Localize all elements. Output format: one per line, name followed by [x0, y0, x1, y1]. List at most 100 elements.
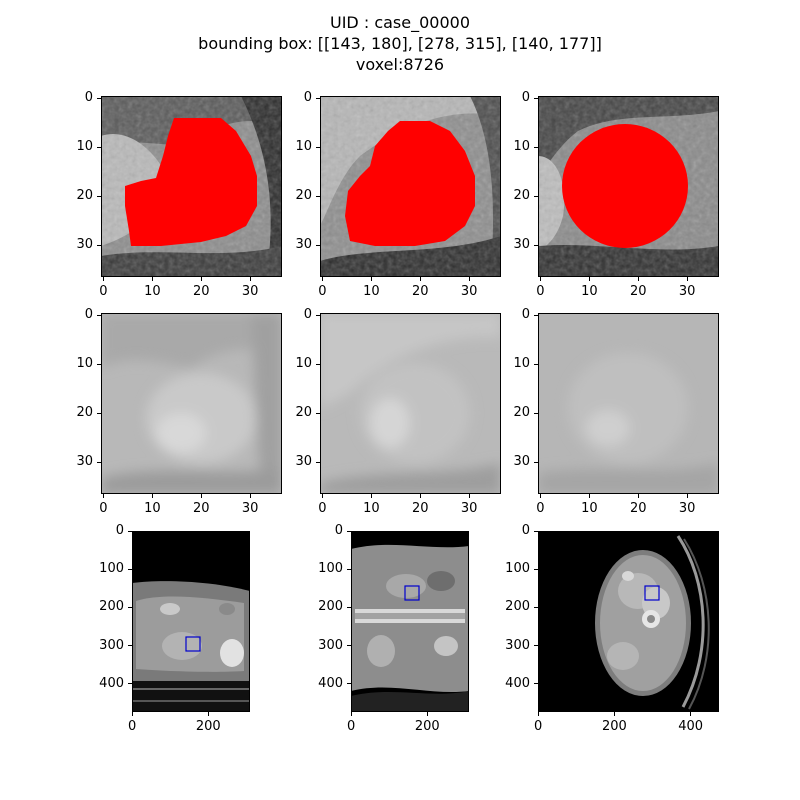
- crop-raw-image-2: [320, 313, 501, 494]
- y-tick-label: 200: [505, 599, 530, 615]
- crop-mask-image-1: [101, 96, 282, 277]
- x-tick-mark: [468, 277, 470, 281]
- x-tick-mark: [539, 277, 541, 281]
- y-tick-label: 20: [295, 405, 312, 421]
- x-tick-label: 10: [581, 501, 598, 516]
- roi-box-3: [644, 585, 660, 601]
- tumor-mask-1: [125, 118, 257, 246]
- y-tick-label: 400: [318, 675, 343, 691]
- x-tick-label: 0: [318, 501, 327, 516]
- y-tick-label: 100: [505, 561, 530, 577]
- y-tick-label: 400: [99, 675, 124, 691]
- x-tick-label: 200: [601, 719, 627, 734]
- x-tick-mark: [613, 712, 615, 716]
- y-tick-mark: [534, 244, 538, 246]
- y-tick-mark: [347, 568, 351, 570]
- tumor-mask-3: [562, 124, 688, 248]
- y-tick-mark: [97, 412, 101, 414]
- crop-raw-image-3: [538, 313, 719, 494]
- x-tick-mark: [637, 277, 639, 281]
- x-tick-mark: [200, 494, 202, 498]
- y-tick-label: 0: [84, 307, 93, 323]
- crop-raw-image-1: [101, 313, 282, 494]
- x-tick-label: 30: [241, 284, 259, 299]
- roi-box-2: [404, 585, 420, 601]
- y-tick-label: 200: [318, 599, 343, 615]
- x-tick-mark: [686, 277, 688, 281]
- y-tick-mark: [316, 97, 320, 99]
- x-tick-label: 10: [144, 501, 161, 516]
- full-slice-panel-2: [351, 531, 469, 712]
- y-tick-mark: [534, 146, 538, 148]
- y-tick-label: 300: [99, 637, 124, 653]
- y-tick-label: 100: [99, 561, 124, 577]
- x-tick-label: 30: [460, 501, 478, 516]
- x-tick-mark: [588, 494, 590, 498]
- crop-raw-panel-1: [101, 313, 282, 494]
- y-tick-mark: [316, 363, 320, 365]
- y-tick-label: 10: [295, 356, 312, 372]
- x-tick-mark: [419, 277, 421, 281]
- y-tick-mark: [316, 244, 320, 246]
- y-tick-mark: [347, 606, 351, 608]
- y-tick-mark: [534, 645, 538, 646]
- crop-mask-image-3: [538, 96, 719, 277]
- x-tick-label: 200: [414, 719, 440, 734]
- x-tick-mark: [468, 494, 470, 498]
- y-tick-mark: [97, 314, 101, 316]
- y-tick-label: 0: [303, 90, 312, 106]
- x-tick-label: 400: [678, 719, 704, 734]
- x-tick-mark: [151, 277, 153, 281]
- x-tick-label: 10: [581, 284, 598, 299]
- x-tick-label: 200: [195, 719, 221, 734]
- y-tick-mark: [534, 568, 538, 570]
- crop-mask-panel-2: [320, 96, 501, 277]
- title-bounding-box: bounding box: [[143, 180], [278, 315], […: [198, 34, 602, 53]
- y-tick-label: 0: [84, 90, 93, 106]
- x-tick-label: 0: [318, 284, 327, 299]
- x-tick-label: 30: [678, 284, 696, 299]
- figure-title: UID : case_00000 bounding box: [[143, 18…: [0, 12, 800, 75]
- x-tick-mark: [370, 277, 372, 281]
- y-tick-label: 10: [76, 139, 93, 155]
- y-tick-label: 20: [76, 188, 93, 204]
- y-tick-mark: [316, 146, 320, 148]
- y-tick-mark: [534, 195, 538, 197]
- x-tick-mark: [539, 494, 541, 498]
- x-tick-label: 10: [363, 284, 380, 299]
- y-tick-mark: [347, 645, 351, 646]
- y-tick-label: 30: [76, 237, 93, 253]
- x-tick-label: 0: [536, 284, 545, 299]
- y-tick-label: 0: [521, 90, 530, 106]
- full-slice-image-3: [538, 531, 719, 712]
- y-tick-mark: [534, 363, 538, 365]
- x-tick-label: 0: [99, 501, 108, 516]
- x-tick-label: 20: [630, 284, 647, 299]
- y-tick-mark: [534, 314, 538, 316]
- y-tick-label: 30: [513, 237, 530, 253]
- x-tick-mark: [249, 494, 251, 498]
- x-tick-mark: [200, 277, 202, 281]
- x-tick-mark: [419, 494, 421, 498]
- y-tick-mark: [128, 645, 132, 646]
- x-tick-label: 20: [193, 284, 210, 299]
- y-tick-label: 20: [76, 405, 93, 421]
- y-tick-mark: [97, 146, 101, 148]
- y-tick-label: 0: [521, 523, 530, 539]
- x-tick-label: 0: [99, 284, 108, 299]
- x-tick-label: 20: [412, 501, 429, 516]
- x-tick-label: 0: [534, 719, 543, 734]
- y-tick-label: 10: [513, 139, 530, 155]
- x-tick-mark: [370, 494, 372, 498]
- full-slice-image-2: [351, 531, 469, 712]
- y-tick-mark: [534, 97, 538, 99]
- x-tick-label: 20: [630, 501, 647, 516]
- y-tick-mark: [534, 461, 538, 463]
- full-slice-image-1: [132, 531, 250, 712]
- crop-raw-panel-2: [320, 313, 501, 494]
- y-tick-label: 200: [99, 599, 124, 615]
- x-tick-label: 30: [241, 501, 259, 516]
- x-tick-mark: [637, 494, 639, 498]
- y-tick-label: 100: [318, 561, 343, 577]
- x-tick-mark: [321, 494, 323, 498]
